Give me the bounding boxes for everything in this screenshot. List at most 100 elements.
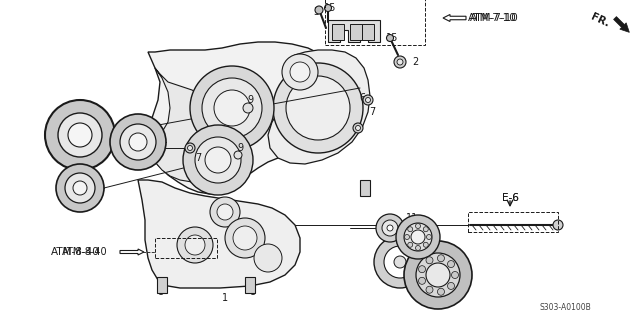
Circle shape bbox=[183, 125, 253, 195]
Circle shape bbox=[394, 56, 406, 68]
Text: 15: 15 bbox=[324, 3, 336, 13]
Polygon shape bbox=[328, 20, 380, 42]
Text: E-6: E-6 bbox=[502, 193, 518, 203]
FancyArrow shape bbox=[120, 249, 144, 255]
Circle shape bbox=[214, 90, 250, 126]
Circle shape bbox=[553, 220, 563, 230]
Circle shape bbox=[217, 204, 233, 220]
Polygon shape bbox=[268, 50, 370, 164]
Bar bbox=[155, 238, 217, 258]
Circle shape bbox=[129, 133, 147, 151]
Circle shape bbox=[374, 236, 426, 288]
Bar bbox=[360, 180, 370, 196]
Circle shape bbox=[185, 143, 195, 153]
Text: 8: 8 bbox=[157, 287, 163, 297]
Text: 3: 3 bbox=[313, 7, 319, 17]
Circle shape bbox=[415, 223, 420, 228]
Circle shape bbox=[426, 286, 433, 293]
Bar bbox=[243, 100, 253, 120]
Polygon shape bbox=[152, 68, 232, 182]
Circle shape bbox=[365, 98, 371, 102]
Circle shape bbox=[447, 283, 454, 289]
Circle shape bbox=[355, 125, 360, 131]
Text: 12: 12 bbox=[432, 293, 444, 303]
Circle shape bbox=[394, 256, 406, 268]
Circle shape bbox=[387, 35, 394, 42]
Circle shape bbox=[68, 123, 92, 147]
Polygon shape bbox=[148, 42, 352, 194]
Bar bbox=[468, 212, 558, 232]
Text: 8: 8 bbox=[359, 183, 365, 193]
Circle shape bbox=[384, 246, 416, 278]
Circle shape bbox=[45, 100, 115, 170]
Circle shape bbox=[404, 235, 410, 239]
Text: E-6: E-6 bbox=[502, 193, 518, 203]
Circle shape bbox=[234, 151, 242, 159]
Bar bbox=[362, 24, 374, 40]
Text: 9: 9 bbox=[247, 95, 253, 105]
Circle shape bbox=[426, 263, 450, 287]
Circle shape bbox=[58, 113, 102, 157]
Bar bbox=[325, 0, 425, 45]
Circle shape bbox=[426, 257, 433, 264]
Circle shape bbox=[404, 241, 472, 309]
Circle shape bbox=[273, 63, 363, 153]
Circle shape bbox=[324, 4, 332, 12]
Circle shape bbox=[205, 147, 231, 173]
Polygon shape bbox=[138, 180, 300, 288]
Text: 6: 6 bbox=[185, 143, 191, 153]
Text: 10: 10 bbox=[142, 120, 154, 130]
Bar bbox=[245, 277, 255, 293]
Text: ATM-8-40: ATM-8-40 bbox=[62, 247, 108, 257]
Circle shape bbox=[387, 225, 393, 231]
Circle shape bbox=[315, 6, 323, 14]
Circle shape bbox=[120, 124, 156, 160]
Circle shape bbox=[243, 103, 253, 113]
Circle shape bbox=[396, 215, 440, 259]
Text: FR.: FR. bbox=[589, 12, 611, 28]
Text: S303-A0100B: S303-A0100B bbox=[540, 303, 592, 313]
Bar bbox=[332, 24, 344, 40]
Circle shape bbox=[415, 245, 420, 251]
Text: 13: 13 bbox=[76, 165, 88, 175]
Circle shape bbox=[408, 227, 413, 232]
Text: ATM-7-10: ATM-7-10 bbox=[468, 13, 516, 23]
Bar bbox=[234, 147, 242, 165]
Text: 6: 6 bbox=[359, 93, 365, 103]
Circle shape bbox=[195, 137, 241, 183]
Circle shape bbox=[423, 242, 428, 247]
Circle shape bbox=[408, 242, 413, 247]
Circle shape bbox=[185, 235, 205, 255]
Circle shape bbox=[210, 197, 240, 227]
Text: ATM-8-40: ATM-8-40 bbox=[51, 247, 100, 257]
Bar bbox=[350, 24, 362, 40]
Circle shape bbox=[438, 288, 444, 295]
Text: 11: 11 bbox=[406, 213, 418, 223]
Circle shape bbox=[423, 227, 428, 232]
Circle shape bbox=[438, 255, 444, 262]
Circle shape bbox=[202, 78, 262, 138]
Text: 2: 2 bbox=[412, 57, 418, 67]
Text: 15: 15 bbox=[386, 33, 398, 43]
Circle shape bbox=[190, 66, 274, 150]
Text: 8: 8 bbox=[249, 287, 255, 297]
Circle shape bbox=[363, 95, 373, 105]
Text: 4: 4 bbox=[385, 263, 391, 273]
Circle shape bbox=[382, 220, 398, 236]
Circle shape bbox=[233, 226, 257, 250]
Circle shape bbox=[419, 277, 426, 284]
Circle shape bbox=[416, 253, 460, 297]
Circle shape bbox=[286, 76, 350, 140]
FancyArrow shape bbox=[443, 14, 466, 21]
Circle shape bbox=[56, 164, 104, 212]
Circle shape bbox=[177, 227, 213, 263]
FancyArrow shape bbox=[614, 17, 629, 32]
Circle shape bbox=[65, 173, 95, 203]
Circle shape bbox=[353, 123, 363, 133]
Bar bbox=[157, 277, 167, 293]
Circle shape bbox=[225, 218, 265, 258]
Circle shape bbox=[404, 223, 432, 251]
Circle shape bbox=[188, 146, 193, 150]
Text: 14: 14 bbox=[74, 100, 86, 110]
Circle shape bbox=[397, 59, 403, 65]
